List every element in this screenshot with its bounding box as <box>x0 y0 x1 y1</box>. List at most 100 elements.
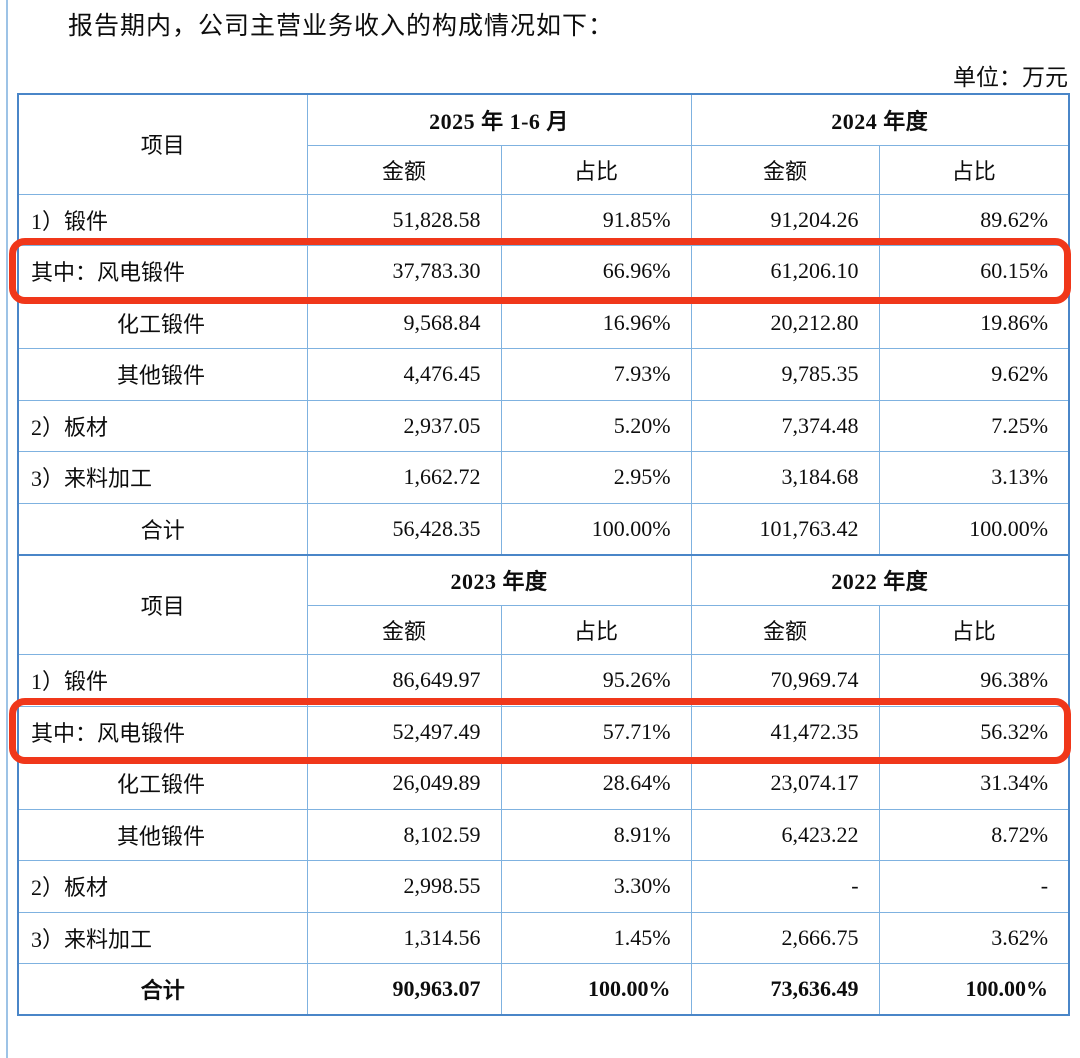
item-header-cell: 项目 <box>17 93 308 195</box>
sub-header-cell: 占比 <box>500 605 692 655</box>
value-cell: 4,476.45 <box>306 348 502 401</box>
table-row: 3）来料加工 1,314.56 1.45% 2,666.75 3.62% <box>17 911 1070 964</box>
value-cell: 9,568.84 <box>306 296 502 349</box>
value-cell: 8.91% <box>500 808 692 861</box>
value-cell: 3.13% <box>878 451 1070 504</box>
value-cell: 5.20% <box>500 399 692 452</box>
sub-header-cell: 占比 <box>500 144 692 195</box>
value-cell: 61,206.10 <box>690 245 880 298</box>
row-label-cell: 化工锻件 <box>17 296 308 349</box>
period-header-cell: 2024 年度 <box>690 93 1070 146</box>
value-cell: 100.00% <box>878 963 1070 1016</box>
table-row: 3）来料加工 1,662.72 2.95% 3,184.68 3.13% <box>17 451 1070 504</box>
value-cell: - <box>690 860 880 913</box>
period-header-cell: 2025 年 1-6 月 <box>306 93 692 146</box>
table-row: 其他锻件 4,476.45 7.93% 9,785.35 9.62% <box>17 348 1070 401</box>
table-row: 其他锻件 8,102.59 8.91% 6,423.22 8.72% <box>17 808 1070 861</box>
header-row-subcolumns: 金额 占比 金额 占比 <box>18 605 1070 655</box>
value-cell: 41,472.35 <box>690 705 880 758</box>
value-cell: 51,828.58 <box>306 193 502 246</box>
value-cell: 66.96% <box>500 245 692 298</box>
value-cell: 3.30% <box>500 860 692 913</box>
row-label-cell: 1）锻件 <box>17 654 308 707</box>
table-row: 2）板材 2,998.55 3.30% - - <box>17 860 1070 913</box>
value-cell: 2.95% <box>500 451 692 504</box>
table-row: 合计 90,963.07 100.00% 73,636.49 100.00% <box>17 963 1070 1016</box>
row-label-cell: 2）板材 <box>17 399 308 452</box>
sub-header-cell: 金额 <box>306 144 502 195</box>
sub-header-cell: 金额 <box>306 605 502 655</box>
value-cell: 28.64% <box>500 757 692 810</box>
value-cell: 7.93% <box>500 348 692 401</box>
header-row-periods: 项目 2025 年 1-6 月 2024 年度 <box>17 93 1070 195</box>
value-cell: 8.72% <box>878 808 1070 861</box>
value-cell: 16.96% <box>500 296 692 349</box>
header-row-subcolumns: 金额 占比 金额 占比 <box>18 144 1070 195</box>
table-row-highlighted: 其中：风电锻件 52,497.49 57.71% 41,472.35 56.32% <box>17 705 1070 758</box>
value-cell: 1,662.72 <box>306 451 502 504</box>
row-label-cell: 3）来料加工 <box>17 451 308 504</box>
value-cell: 20,212.80 <box>690 296 880 349</box>
table-row: 化工锻件 9,568.84 16.96% 20,212.80 19.86% <box>17 296 1070 349</box>
value-cell: 73,636.49 <box>690 963 880 1016</box>
header-row-periods: 项目 2023 年度 2022 年度 <box>17 553 1070 655</box>
value-cell: 3.62% <box>878 911 1070 964</box>
row-label-cell: 合计 <box>17 502 308 555</box>
period-header-cell: 2023 年度 <box>306 553 692 606</box>
table-row: 合计 56,428.35 100.00% 101,763.42 100.00% <box>17 502 1070 555</box>
period-header-cell: 2022 年度 <box>690 553 1070 606</box>
row-label-cell: 1）锻件 <box>17 193 308 246</box>
row-label-cell: 其他锻件 <box>17 348 308 401</box>
value-cell: 86,649.97 <box>306 654 502 707</box>
value-cell: 96.38% <box>878 654 1070 707</box>
value-cell: 9.62% <box>878 348 1070 401</box>
sub-header-cell: 占比 <box>878 144 1070 195</box>
value-cell: 8,102.59 <box>306 808 502 861</box>
value-cell: 70,969.74 <box>690 654 880 707</box>
row-label-cell: 合计 <box>17 963 308 1016</box>
value-cell: 1.45% <box>500 911 692 964</box>
table-row: 2）板材 2,937.05 5.20% 7,374.48 7.25% <box>17 399 1070 452</box>
item-header-cell: 项目 <box>17 553 308 655</box>
revenue-composition-table: 项目 2025 年 1-6 月 2024 年度 金额 占比 金额 占比 1）锻件 51,828.… <box>17 93 1071 1016</box>
value-cell: 7.25% <box>878 399 1070 452</box>
value-cell: 100.00% <box>878 502 1070 555</box>
value-cell: 7,374.48 <box>690 399 880 452</box>
value-cell: 90,963.07 <box>306 963 502 1016</box>
row-label-cell: 化工锻件 <box>17 757 308 810</box>
value-cell: 31.34% <box>878 757 1070 810</box>
value-cell: 57.71% <box>500 705 692 758</box>
value-cell: 56.32% <box>878 705 1070 758</box>
value-cell: 9,785.35 <box>690 348 880 401</box>
value-cell: 2,998.55 <box>306 860 502 913</box>
value-cell: 100.00% <box>500 963 692 1016</box>
value-cell: 23,074.17 <box>690 757 880 810</box>
row-label-cell: 2）板材 <box>17 860 308 913</box>
value-cell: 56,428.35 <box>306 502 502 555</box>
value-cell: 101,763.42 <box>690 502 880 555</box>
sub-header-cell: 占比 <box>878 605 1070 655</box>
value-cell: 37,783.30 <box>306 245 502 298</box>
value-cell: 52,497.49 <box>306 705 502 758</box>
value-cell: 89.62% <box>878 193 1070 246</box>
value-cell: 19.86% <box>878 296 1070 349</box>
table-row-highlighted: 其中：风电锻件 37,783.30 66.96% 61,206.10 60.15% <box>17 245 1070 298</box>
value-cell: - <box>878 860 1070 913</box>
unit-label: 单位：万元 <box>953 65 1068 90</box>
sub-header-cell: 金额 <box>690 605 880 655</box>
page-edge-line <box>6 0 8 1058</box>
value-cell: 2,937.05 <box>306 399 502 452</box>
value-cell: 6,423.22 <box>690 808 880 861</box>
value-cell: 60.15% <box>878 245 1070 298</box>
value-cell: 91.85% <box>500 193 692 246</box>
value-cell: 2,666.75 <box>690 911 880 964</box>
row-label-cell: 其中：风电锻件 <box>17 245 308 298</box>
row-label-cell: 其中：风电锻件 <box>17 705 308 758</box>
value-cell: 91,204.26 <box>690 193 880 246</box>
table-row: 1）锻件 51,828.58 91.85% 91,204.26 89.62% <box>17 193 1070 246</box>
sub-header-cell: 金额 <box>690 144 880 195</box>
table-row: 1）锻件 86,649.97 95.26% 70,969.74 96.38% <box>17 654 1070 707</box>
intro-text: 报告期内，公司主营业务收入的构成情况如下： <box>68 13 615 40</box>
value-cell: 95.26% <box>500 654 692 707</box>
table-row: 化工锻件 26,049.89 28.64% 23,074.17 31.34% <box>17 757 1070 810</box>
